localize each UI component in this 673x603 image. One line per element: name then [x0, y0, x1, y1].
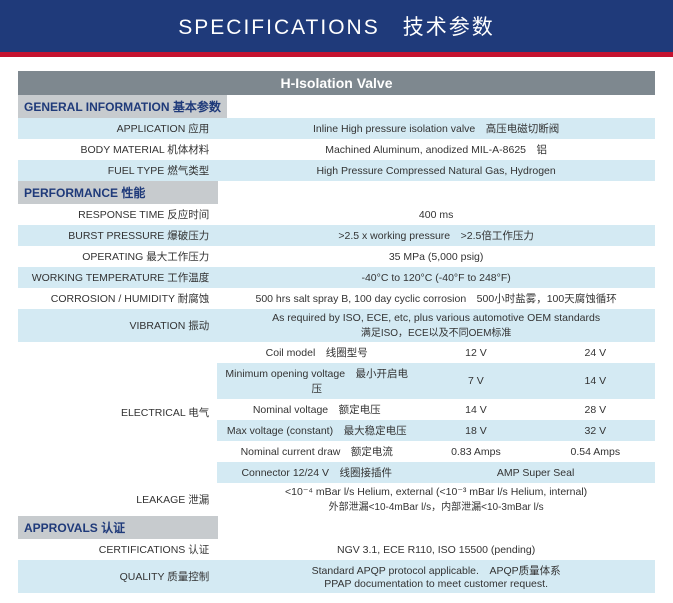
row-label: OPERATING 最大工作压力 [18, 246, 217, 267]
row-value-line2: 满足ISO，ECE以及不同OEM标准 [361, 328, 512, 339]
header-title: SPECIFICATIONS 技术参数 [178, 16, 494, 39]
row-value-line1: <10⁻⁴ mBar l/s Helium, external (<10⁻³ m… [285, 486, 587, 498]
row-label: RESPONSE TIME 反应时间 [18, 204, 217, 225]
row-value: >2.5 x working pressure >2.5倍工作压力 [217, 225, 655, 246]
elec-span: AMP Super Seal [416, 462, 655, 483]
row-label: CORROSION / HUMIDITY 耐腐蚀 [18, 288, 217, 309]
elec-param: Nominal current draw 额定电流 [217, 441, 416, 462]
row-value: -40°C to 120°C (-40°F to 248°F) [217, 267, 655, 288]
row-label: QUALITY 质量控制 [18, 560, 217, 593]
elec-param: Coil model 线圈型号 [217, 342, 416, 363]
row-label: APPLICATION 应用 [18, 118, 217, 139]
section-header-approvals: APPROVALS 认证 [18, 516, 218, 539]
elec-v1: 18 V [416, 420, 535, 441]
elec-param: Minimum opening voltage 最小开启电压 [217, 363, 416, 399]
elec-v2: 28 V [536, 399, 655, 420]
row-value: Inline High pressure isolation valve 高压电… [217, 118, 655, 139]
row-label: BODY MATERIAL 机体材料 [18, 139, 217, 160]
elec-param: Connector 12/24 V 线圈接插件 [217, 462, 416, 483]
section-header-performance: PERFORMANCE 性能 [18, 181, 218, 204]
page-header: SPECIFICATIONS 技术参数 [0, 0, 673, 57]
row-value: 500 hrs salt spray B, 100 day cyclic cor… [217, 288, 655, 309]
elec-v1: 12 V [416, 342, 535, 363]
row-label-electrical: ELECTRICAL 电气 [18, 342, 217, 483]
row-value: High Pressure Compressed Natural Gas, Hy… [217, 160, 655, 181]
row-value-line1: Standard APQP protocol applicable. APQP质… [312, 565, 561, 577]
row-value: As required by ISO, ECE, etc, plus vario… [217, 309, 655, 342]
spec-table: GENERAL INFORMATION 基本参数 APPLICATION 应用I… [18, 95, 655, 593]
row-value: <10⁻⁴ mBar l/s Helium, external (<10⁻³ m… [217, 483, 655, 516]
elec-v1: 14 V [416, 399, 535, 420]
elec-param: Max voltage (constant) 最大稳定电压 [217, 420, 416, 441]
row-value: Machined Aluminum, anodized MIL-A-8625 铝 [217, 139, 655, 160]
row-value: Standard APQP protocol applicable. APQP质… [217, 560, 655, 593]
row-label: FUEL TYPE 燃气类型 [18, 160, 217, 181]
elec-param: Nominal voltage 额定电压 [217, 399, 416, 420]
elec-v1: 0.83 Amps [416, 441, 535, 462]
elec-v1: 7 V [416, 363, 535, 399]
row-value: NGV 3.1, ECE R110, ISO 15500 (pending) [217, 539, 655, 560]
content: H-Isolation Valve GENERAL INFORMATION 基本… [0, 57, 673, 603]
row-label: BURST PRESSURE 爆破压力 [18, 225, 217, 246]
row-label-leakage: LEAKAGE 泄漏 [18, 483, 217, 516]
row-value: 35 MPa (5,000 psig) [217, 246, 655, 267]
elec-v2: 24 V [536, 342, 655, 363]
elec-v2: 0.54 Amps [536, 441, 655, 462]
row-value-line1: As required by ISO, ECE, etc, plus vario… [272, 312, 600, 324]
section-header-general: GENERAL INFORMATION 基本参数 [18, 95, 227, 118]
elec-v2: 32 V [536, 420, 655, 441]
row-value: 400 ms [217, 204, 655, 225]
product-title: H-Isolation Valve [18, 71, 655, 95]
row-value-line2: PPAP documentation to meet customer requ… [324, 578, 548, 590]
elec-v2: 14 V [536, 363, 655, 399]
row-label: VIBRATION 振动 [18, 309, 217, 342]
row-value-line2: 外部泄漏<10-4mBar l/s，内部泄漏<10-3mBar l/s [329, 502, 544, 513]
row-label: CERTIFICATIONS 认证 [18, 539, 217, 560]
row-label: WORKING TEMPERATURE 工作温度 [18, 267, 217, 288]
